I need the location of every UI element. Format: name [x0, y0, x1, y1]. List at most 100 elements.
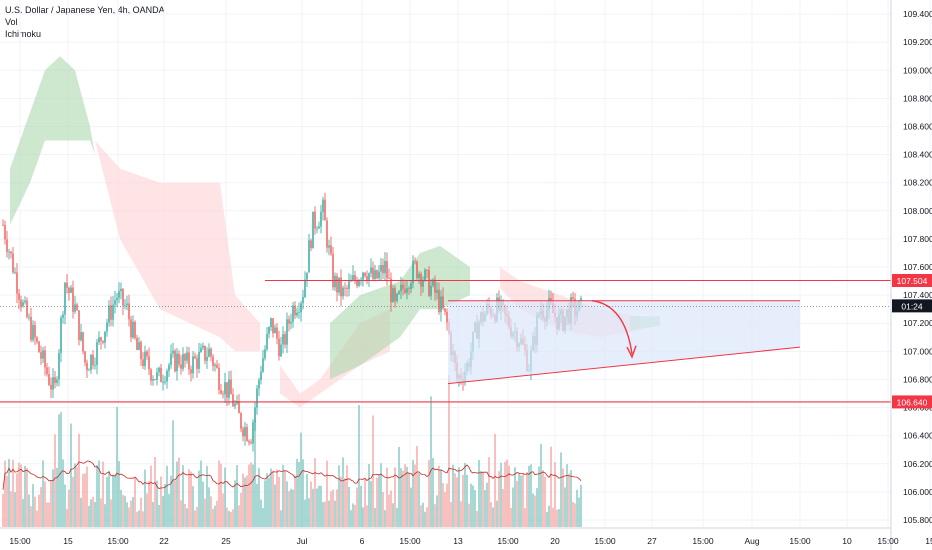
countdown-badge: 01:24 — [892, 299, 932, 313]
candle-body — [164, 381, 166, 383]
volume-bar — [102, 461, 104, 527]
candle-body — [408, 288, 410, 290]
candle-body — [198, 352, 200, 369]
price-tick-label: 108.400 — [903, 150, 932, 160]
volume-bar — [136, 511, 138, 527]
candle-body — [388, 278, 390, 280]
candle-body — [400, 284, 402, 292]
volume-bar — [158, 504, 160, 527]
candle-body — [40, 352, 42, 359]
volume-bar — [92, 496, 94, 527]
candle-body — [130, 319, 132, 338]
candle-body — [254, 407, 256, 423]
volume-bar — [144, 469, 146, 527]
volume-bar — [508, 465, 510, 527]
time-tick-label: 20 — [550, 536, 560, 546]
volume-bar — [424, 511, 426, 527]
volume-bar — [142, 511, 144, 527]
candle-body — [128, 303, 130, 320]
candle-body — [338, 277, 340, 293]
candle-body — [244, 427, 246, 437]
volume-bar — [106, 476, 108, 527]
volume-bar — [34, 496, 36, 527]
candle-body — [324, 199, 326, 221]
candle-body — [222, 393, 224, 395]
volume-bar — [160, 476, 162, 527]
volume-bar — [126, 502, 128, 527]
volume-bar — [240, 492, 242, 527]
candle-body — [148, 356, 150, 370]
volume-bar — [180, 500, 182, 527]
candle-body — [252, 422, 254, 444]
candle-body — [270, 318, 272, 328]
candle-body — [432, 279, 434, 286]
volume-bar — [458, 467, 460, 527]
volume-bar — [278, 476, 280, 527]
price-tick-label: 106.400 — [903, 431, 932, 441]
volume-bar — [112, 474, 114, 527]
volume-bar — [560, 452, 562, 527]
volume-bar — [392, 503, 394, 527]
volume-bar — [298, 462, 300, 527]
volume-bar — [550, 446, 552, 527]
volume-bar — [168, 493, 170, 527]
volume-bar — [374, 508, 376, 527]
volume-bar — [570, 470, 572, 527]
volume-bar — [46, 502, 48, 527]
volume-bar — [226, 507, 228, 527]
volume-indicator-label: Vol — [5, 17, 18, 27]
volume-bar — [552, 507, 554, 527]
volume-bar — [420, 505, 422, 527]
candle-body — [138, 342, 140, 350]
volume-bar — [538, 466, 540, 527]
time-tick-label: 27 — [647, 536, 657, 546]
volume-bar — [520, 475, 522, 527]
volume-bar — [108, 470, 110, 527]
volume-bar — [90, 499, 92, 527]
volume-bar — [232, 509, 234, 527]
volume-bar — [376, 477, 378, 527]
price-tick-label: 107.200 — [903, 318, 932, 328]
volume-bar — [430, 396, 432, 527]
price-tick-label: 108.800 — [903, 93, 932, 103]
time-tick-label: 13 — [453, 536, 463, 546]
candle-body — [186, 352, 188, 361]
candle-body — [282, 334, 284, 345]
volume-bar — [554, 462, 556, 527]
candle-body — [156, 372, 158, 380]
volume-bar — [230, 511, 232, 527]
candle-body — [36, 337, 38, 342]
volume-bar — [466, 474, 468, 527]
volume-bar — [542, 470, 544, 527]
volume-bar — [304, 499, 306, 527]
volume-bar — [154, 457, 156, 527]
candle-body — [444, 308, 446, 312]
candle-body — [100, 337, 102, 341]
volume-bar — [116, 406, 118, 527]
volume-bar — [460, 501, 462, 527]
candle-body — [22, 302, 24, 307]
volume-bar — [260, 499, 262, 527]
time-tick-label: 15:00 — [399, 536, 421, 546]
volume-bar — [338, 465, 340, 527]
volume-bar — [324, 501, 326, 527]
candle-body — [50, 384, 52, 390]
volume-bar — [474, 490, 476, 527]
volume-bar — [38, 494, 40, 527]
candle-body — [308, 240, 310, 273]
candle-body — [346, 288, 348, 289]
candle-body — [320, 211, 322, 227]
volume-bar — [408, 473, 410, 527]
volume-bar — [48, 502, 50, 527]
volume-bar — [352, 503, 354, 527]
volume-bar — [66, 509, 68, 527]
volume-bar — [140, 497, 142, 527]
volume-bar — [100, 498, 102, 527]
volume-bar — [98, 460, 100, 527]
candle-body — [56, 379, 58, 383]
candle-body — [418, 273, 420, 279]
volume-bar — [558, 509, 560, 527]
volume-bar — [488, 457, 490, 527]
price-tick-label: 108.200 — [903, 178, 932, 188]
